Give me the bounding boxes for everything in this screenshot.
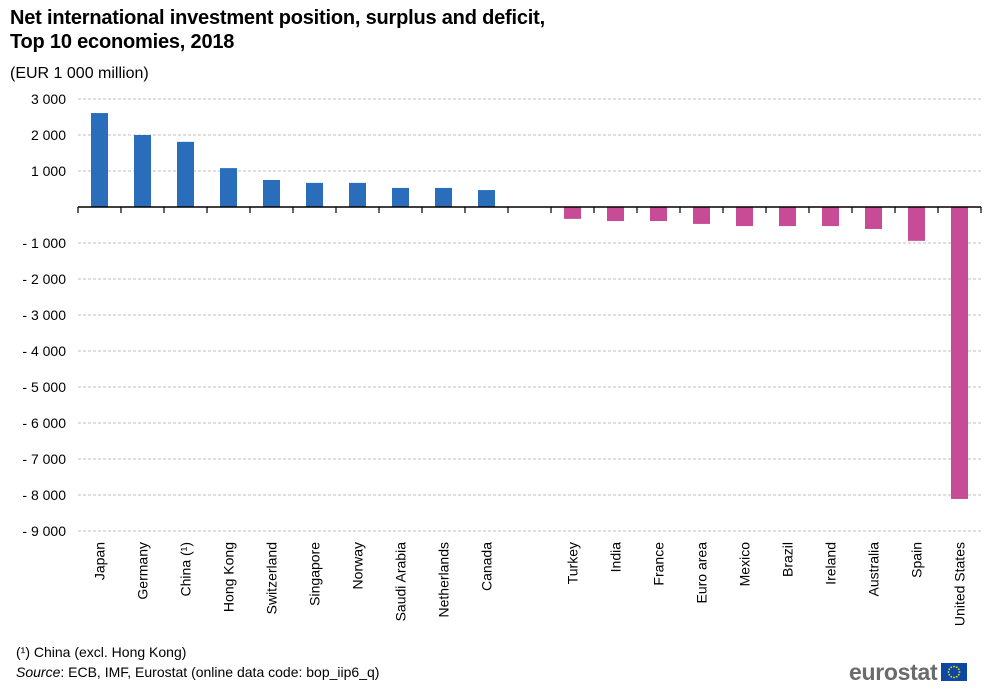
eu-star bbox=[953, 676, 956, 679]
x-tick-label: Australia bbox=[866, 542, 882, 597]
x-tick-label: Saudi Arabia bbox=[393, 542, 409, 622]
x-tick-label: Mexico bbox=[737, 542, 753, 587]
y-tick-label: - 1 000 bbox=[22, 235, 66, 251]
bar-mexico bbox=[736, 207, 753, 227]
eu-star bbox=[956, 675, 958, 678]
y-tick-label: - 3 000 bbox=[22, 307, 66, 323]
x-tick-label: Ireland bbox=[823, 542, 839, 585]
bar-ireland bbox=[822, 207, 839, 227]
eu-star bbox=[958, 668, 961, 671]
source-label: Source bbox=[16, 664, 61, 680]
eu-star bbox=[953, 665, 956, 668]
y-tick-label: - 7 000 bbox=[22, 451, 66, 467]
bar-norway bbox=[349, 182, 366, 207]
chart-title: Net international investment position, s… bbox=[10, 6, 545, 54]
y-tick-label: - 6 000 bbox=[22, 415, 66, 431]
footnote: (¹) China (excl. Hong Kong) bbox=[16, 644, 187, 660]
source-note: Source: ECB, IMF, Eurostat (online data … bbox=[16, 663, 379, 681]
eu-star bbox=[956, 666, 958, 669]
x-tick-label: Brazil bbox=[780, 542, 796, 577]
x-tick-label: Japan bbox=[92, 542, 108, 580]
eu-star bbox=[950, 675, 953, 678]
bar-france bbox=[650, 207, 667, 222]
logo-text: eurostat bbox=[849, 659, 938, 685]
bar-singapore bbox=[306, 182, 323, 207]
bar-germany bbox=[134, 135, 151, 207]
bar-japan bbox=[91, 113, 108, 207]
bar-china bbox=[177, 141, 194, 207]
eu-star bbox=[948, 668, 951, 671]
y-tick-label: - 8 000 bbox=[22, 487, 66, 503]
source-text: : ECB, IMF, Eurostat (online data code: … bbox=[60, 664, 380, 680]
x-tick-label: India bbox=[608, 542, 624, 573]
y-axis-labels: 3 000 2 000 1 000 - 1 000 - 2 000 - 3 000 - 4 … bbox=[22, 91, 66, 539]
eu-star bbox=[958, 671, 961, 673]
y-tick-label: - 4 000 bbox=[22, 343, 66, 359]
x-tick-label: China (¹) bbox=[178, 542, 194, 596]
eu-star bbox=[958, 673, 961, 676]
bar-india bbox=[607, 207, 624, 222]
bar-canada bbox=[478, 190, 495, 207]
y-tick-label: - 5 000 bbox=[22, 379, 66, 395]
bar-spain bbox=[908, 207, 925, 241]
eu-flag-icon bbox=[941, 663, 968, 681]
eurostat-logo: eurostat bbox=[849, 659, 968, 685]
x-tick-label: Euro area bbox=[694, 542, 710, 604]
x-tick-label: Singapore bbox=[307, 542, 323, 606]
y-tick-label: 3 000 bbox=[31, 91, 66, 107]
x-tick-label: Spain bbox=[909, 542, 925, 578]
x-tick-label: Canada bbox=[479, 542, 495, 591]
bar-switzerland bbox=[263, 180, 280, 207]
y-tick-label: 1 000 bbox=[31, 163, 66, 179]
x-tick-label: United States bbox=[952, 542, 968, 626]
chart-subtitle: (EUR 1 000 million) bbox=[10, 65, 149, 82]
chart-title-line-1: Net international investment position, s… bbox=[10, 7, 545, 29]
bar-netherlands bbox=[435, 187, 452, 207]
bar-australia bbox=[865, 207, 882, 229]
chart-title-line-2: Top 10 economies, 2018 bbox=[10, 31, 235, 53]
x-tick-label: France bbox=[651, 542, 667, 586]
bar-saudi-arabia bbox=[392, 187, 409, 207]
y-tick-label: - 2 000 bbox=[22, 271, 66, 287]
x-tick-label: Germany bbox=[135, 542, 151, 600]
eu-star bbox=[947, 671, 950, 673]
x-tick-label: Netherlands bbox=[436, 542, 452, 618]
eu-star bbox=[948, 673, 951, 676]
x-axis-labels: Japan Germany China (¹) Hong Kong Switzerlan… bbox=[92, 542, 968, 626]
bar-hong-kong bbox=[220, 168, 237, 207]
x-axis bbox=[77, 206, 982, 213]
y-tick-label: - 9 000 bbox=[22, 523, 66, 539]
bar-brazil bbox=[779, 207, 796, 227]
x-tick-label: Switzerland bbox=[264, 542, 280, 614]
gridlines bbox=[78, 98, 981, 532]
y-tick-label: 2 000 bbox=[31, 127, 66, 143]
bar-euro-area bbox=[693, 207, 710, 224]
eu-star bbox=[950, 666, 953, 669]
x-tick-label: Hong Kong bbox=[221, 542, 237, 612]
x-tick-label: Turkey bbox=[565, 542, 581, 584]
bars bbox=[91, 113, 968, 499]
bar-united-states bbox=[951, 207, 968, 499]
bar-turkey bbox=[564, 207, 581, 219]
x-tick-label: Norway bbox=[350, 542, 366, 589]
